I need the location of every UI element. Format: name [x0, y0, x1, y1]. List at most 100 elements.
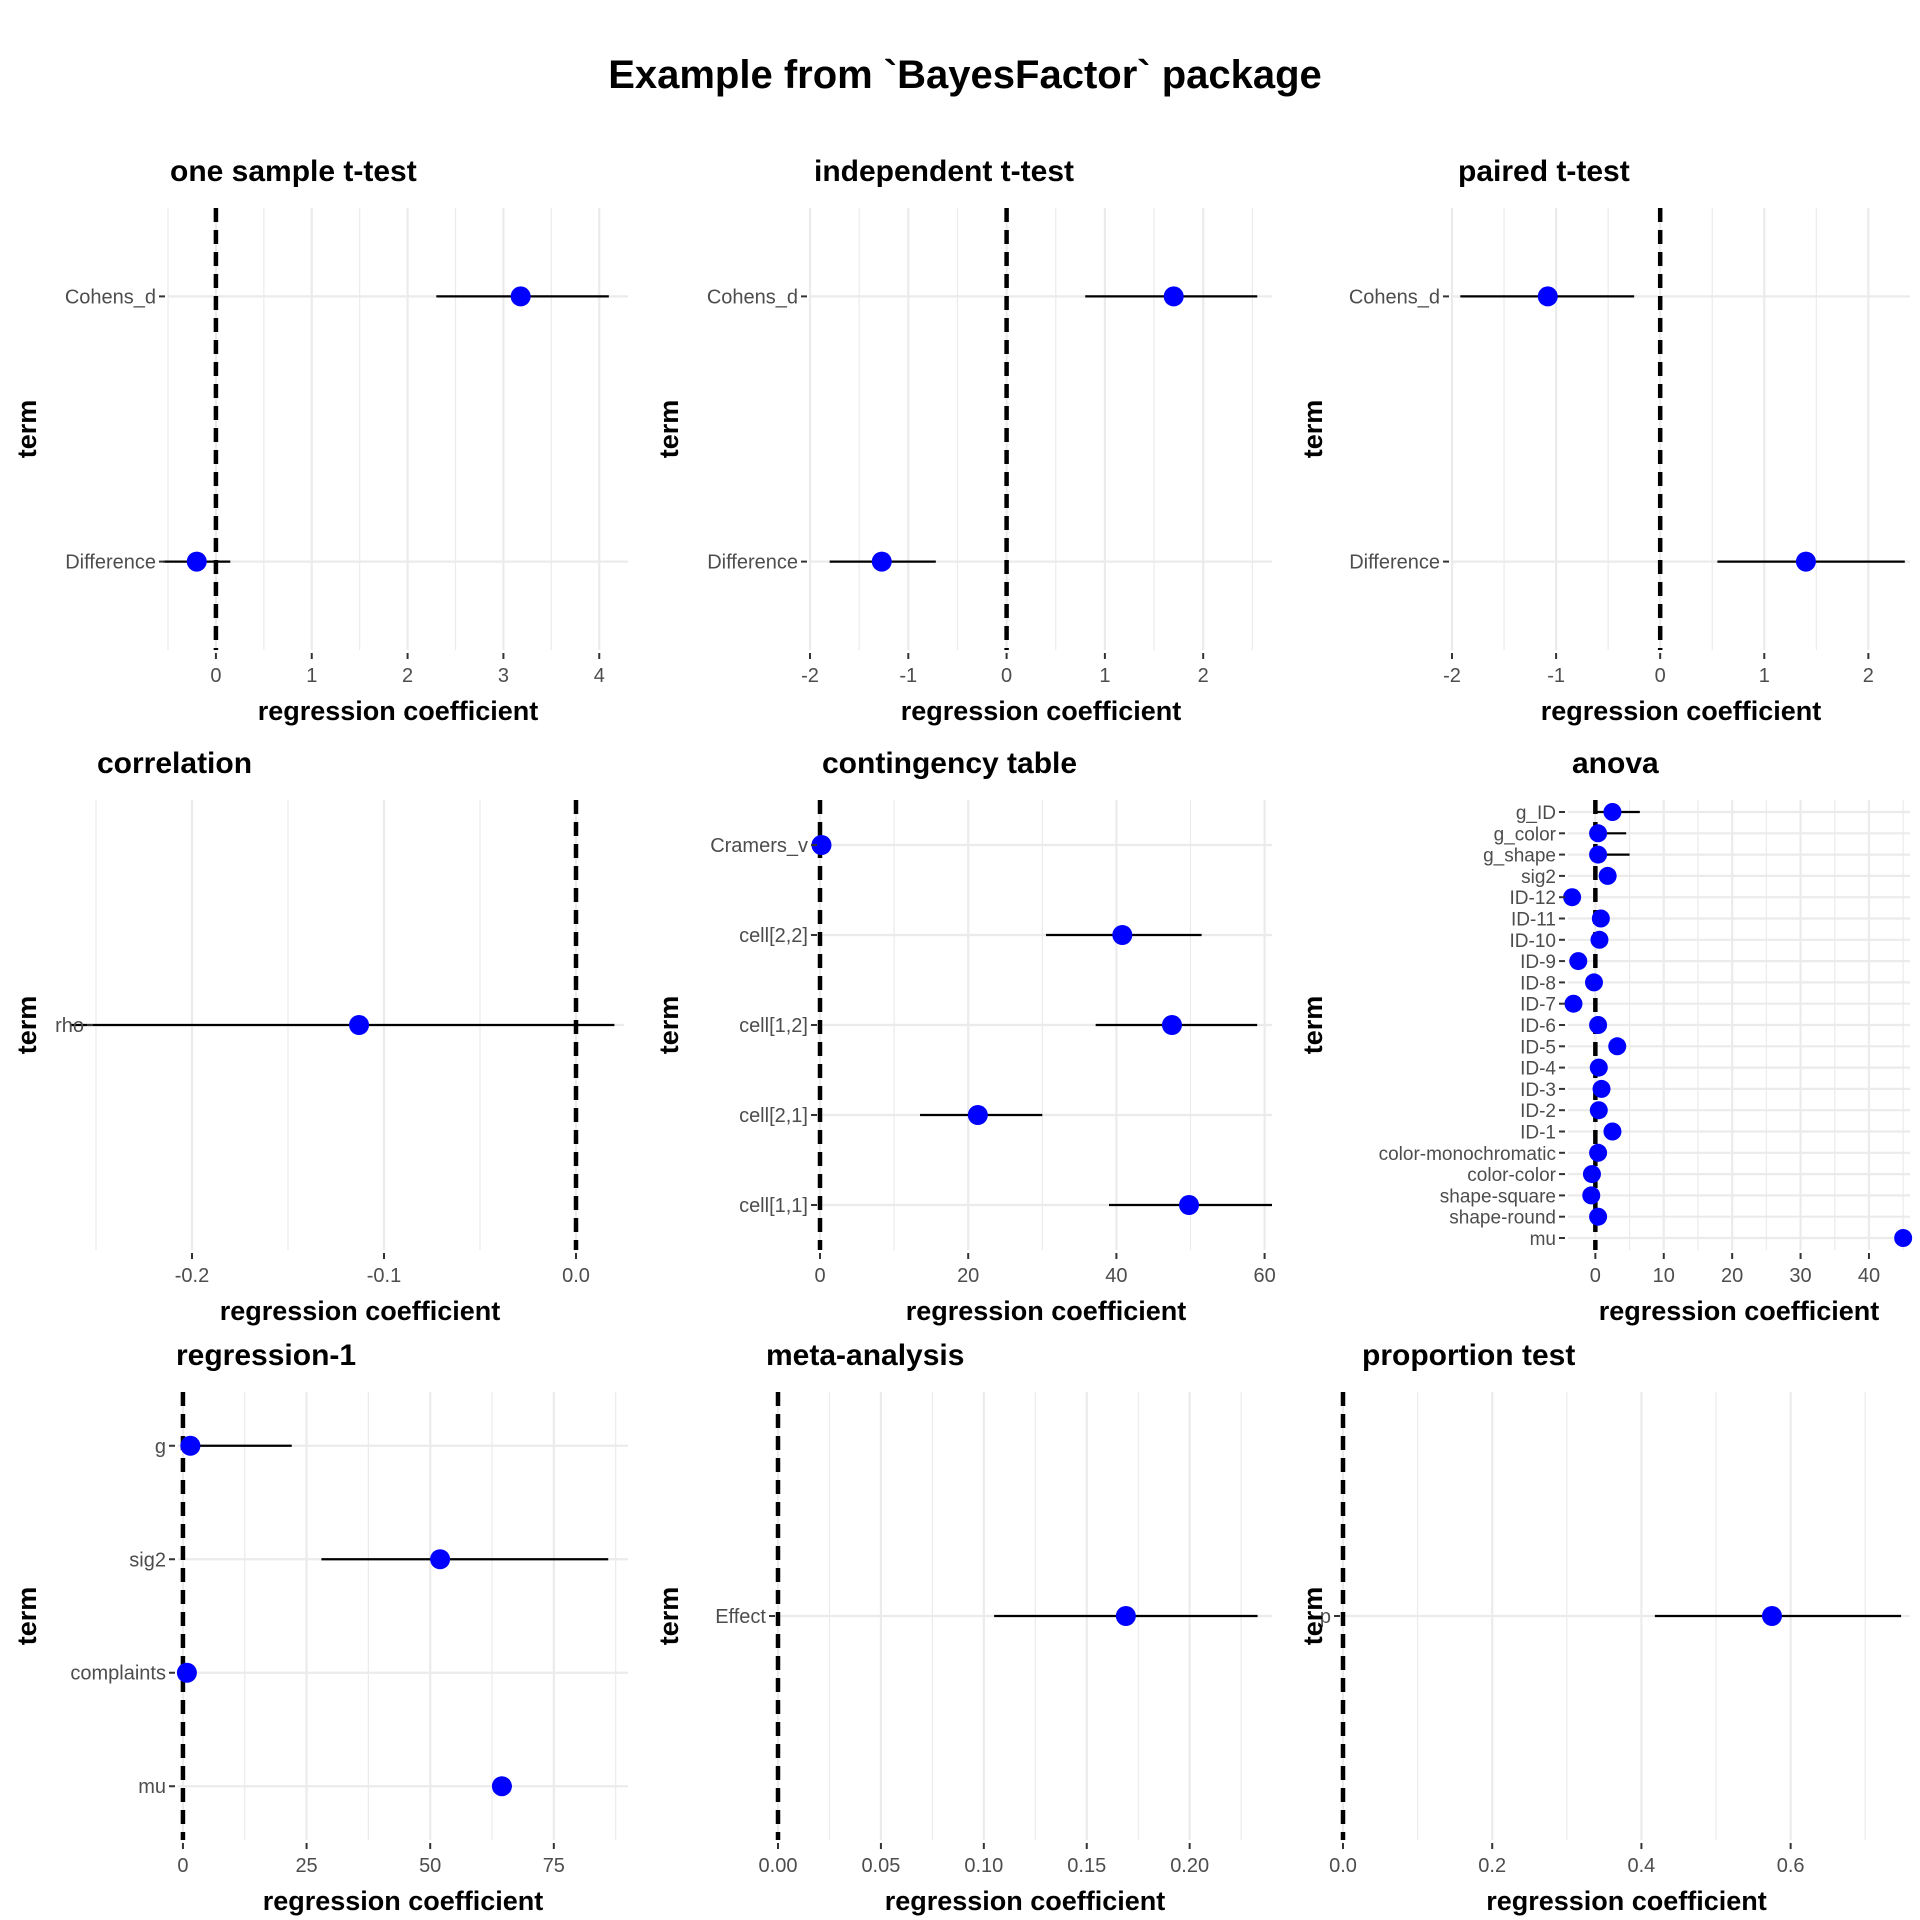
y-tick-label-11: ID-6 — [1520, 1016, 1556, 1037]
panel-2: Cohens_d Difference -2 -1 0 1 2 independent t-t… — [654, 155, 1272, 726]
point-19 — [1582, 1186, 1601, 1205]
y-tick-label-15: ID-2 — [1520, 1101, 1556, 1122]
point-17 — [1589, 1143, 1608, 1162]
point-1 — [1761, 1606, 1782, 1626]
y-tick-label-1: p — [1320, 1606, 1331, 1628]
panel-6: g_IDg_colorg_shapesig2ID-12ID-11ID-10ID-… — [1298, 747, 1913, 1326]
y-tick-label-14: ID-3 — [1520, 1080, 1556, 1101]
x-tick-label-3: 0 — [1655, 665, 1666, 687]
y-axis-title: term — [1298, 1587, 1328, 1646]
point-12 — [1608, 1037, 1627, 1056]
x-tick-label-4: 1 — [1099, 665, 1110, 687]
y-tick-label-6: ID-11 — [1511, 910, 1556, 931]
point-4 — [967, 1105, 988, 1125]
y-tick-label-2: g_color — [1494, 824, 1557, 845]
x-axis-title: regression coefficient — [1486, 1886, 1767, 1916]
point-6 — [1591, 909, 1610, 928]
panel-title: regression-1 — [176, 1339, 356, 1372]
x-tick-label-5: 40 — [1858, 1265, 1880, 1287]
x-tick-label-2: 0.2 — [1478, 1855, 1506, 1877]
y-tick-label-3: cell[1,2] — [739, 1015, 808, 1037]
x-tick-label-3: 2 — [402, 665, 413, 687]
y-axis-title: term — [12, 996, 42, 1055]
point-1 — [349, 1015, 370, 1035]
y-tick-label-2: Difference — [707, 552, 798, 574]
x-tick-label-1: 0.00 — [759, 1855, 798, 1877]
point-9 — [1584, 973, 1603, 992]
x-tick-label-3: 20 — [1721, 1265, 1743, 1287]
x-axis-title: regression coefficient — [885, 1886, 1166, 1916]
y-tick-label-3: g_shape — [1483, 846, 1556, 867]
point-2 — [1795, 551, 1816, 572]
point-10 — [1564, 994, 1583, 1013]
point-11 — [1589, 1016, 1608, 1034]
main-title: Example from `BayesFactor` package — [608, 53, 1322, 97]
y-tick-label-2: Difference — [65, 552, 156, 574]
panel-3: Cohens_d Difference -2 -1 0 1 2 paired t-test re… — [1298, 155, 1910, 726]
y-tick-label-19: shape-square — [1440, 1186, 1556, 1207]
y-tick-label-12: ID-5 — [1520, 1037, 1556, 1058]
y-axis-title: term — [654, 1587, 684, 1646]
point-2 — [1589, 824, 1608, 843]
y-tick-label-18: color-color — [1467, 1165, 1556, 1186]
y-axis-title: term — [12, 400, 42, 459]
y-tick-label-10: ID-7 — [1520, 995, 1556, 1016]
x-tick-label-1: -2 — [801, 665, 819, 687]
panel-5: Cramers_v cell[2,2] cell[1,2] cell[2,1] cell… — [654, 747, 1276, 1326]
y-tick-label-8: ID-9 — [1520, 952, 1556, 973]
panel-1: Cohens_d Difference 0 1 2 3 4 one sample t-test… — [12, 155, 628, 726]
point-5 — [1563, 888, 1582, 907]
y-axis-title: term — [654, 400, 684, 459]
x-axis-title: regression coefficient — [1599, 1296, 1880, 1326]
x-axis-title: regression coefficient — [1541, 696, 1822, 726]
y-axis-title: term — [1298, 400, 1328, 459]
y-tick-label-5: cell[1,1] — [739, 1195, 808, 1217]
x-tick-label-2: 0.05 — [861, 1855, 900, 1877]
point-1 — [1163, 286, 1184, 307]
point-1 — [180, 1435, 201, 1456]
point-13 — [1589, 1058, 1608, 1077]
x-tick-label-4: 3 — [498, 665, 509, 687]
y-tick-label-1: Cohens_d — [707, 286, 798, 308]
panel-title: independent t-test — [814, 155, 1074, 188]
y-axis-title: term — [654, 996, 684, 1055]
x-axis-title: regression coefficient — [263, 1886, 544, 1916]
point-18 — [1582, 1165, 1601, 1184]
point-1 — [510, 286, 531, 307]
x-axis-title: regression coefficient — [220, 1296, 501, 1326]
panel-title: correlation — [97, 747, 252, 780]
x-tick-label-3: 0.10 — [964, 1855, 1003, 1877]
x-tick-label-3: 0.0 — [562, 1265, 590, 1287]
panel-title: meta-analysis — [766, 1339, 964, 1372]
x-axis-title: regression coefficient — [901, 696, 1182, 726]
y-tick-label-4: mu — [138, 1776, 166, 1798]
y-axis-title: term — [12, 1587, 42, 1646]
y-tick-label-1: Cramers_v — [710, 835, 808, 857]
x-tick-label-5: 2 — [1863, 665, 1874, 687]
point-4 — [1598, 866, 1617, 885]
x-tick-label-1: 0.0 — [1329, 1855, 1357, 1877]
x-tick-label-1: 0 — [1590, 1265, 1601, 1287]
x-tick-label-1: -0.2 — [175, 1265, 209, 1287]
y-tick-label-9: ID-8 — [1520, 973, 1556, 994]
x-tick-label-4: 0.6 — [1777, 1855, 1805, 1877]
panel-7: g sig2 complaints mu 0 25 50 75 regression-1 regr… — [12, 1339, 628, 1916]
point-2 — [430, 1549, 451, 1570]
x-tick-label-4: 75 — [543, 1855, 565, 1877]
y-tick-label-5: ID-12 — [1510, 888, 1556, 909]
y-tick-label-4: cell[2,1] — [739, 1105, 808, 1127]
point-16 — [1603, 1122, 1622, 1141]
x-tick-label-5: 2 — [1198, 665, 1209, 687]
y-tick-label-1: rho — [55, 1015, 84, 1037]
y-tick-label-1: Cohens_d — [65, 286, 156, 308]
panel-8: Effect 0.00 0.05 0.10 0.15 0.20 meta-analysis r… — [654, 1339, 1272, 1916]
point-15 — [1589, 1101, 1608, 1120]
panel-9: p 0.0 0.2 0.4 0.6 proportion test regression c… — [1298, 1339, 1910, 1916]
point-14 — [1592, 1079, 1611, 1098]
panel-title: contingency table — [822, 747, 1077, 780]
x-tick-label-3: 50 — [419, 1855, 441, 1877]
x-tick-label-1: 0 — [177, 1855, 188, 1877]
point-4 — [491, 1776, 512, 1797]
panel-4: rho -0.2 -0.1 0.0 correlation regression coef… — [12, 747, 624, 1326]
y-tick-label-1: g — [155, 1436, 166, 1458]
